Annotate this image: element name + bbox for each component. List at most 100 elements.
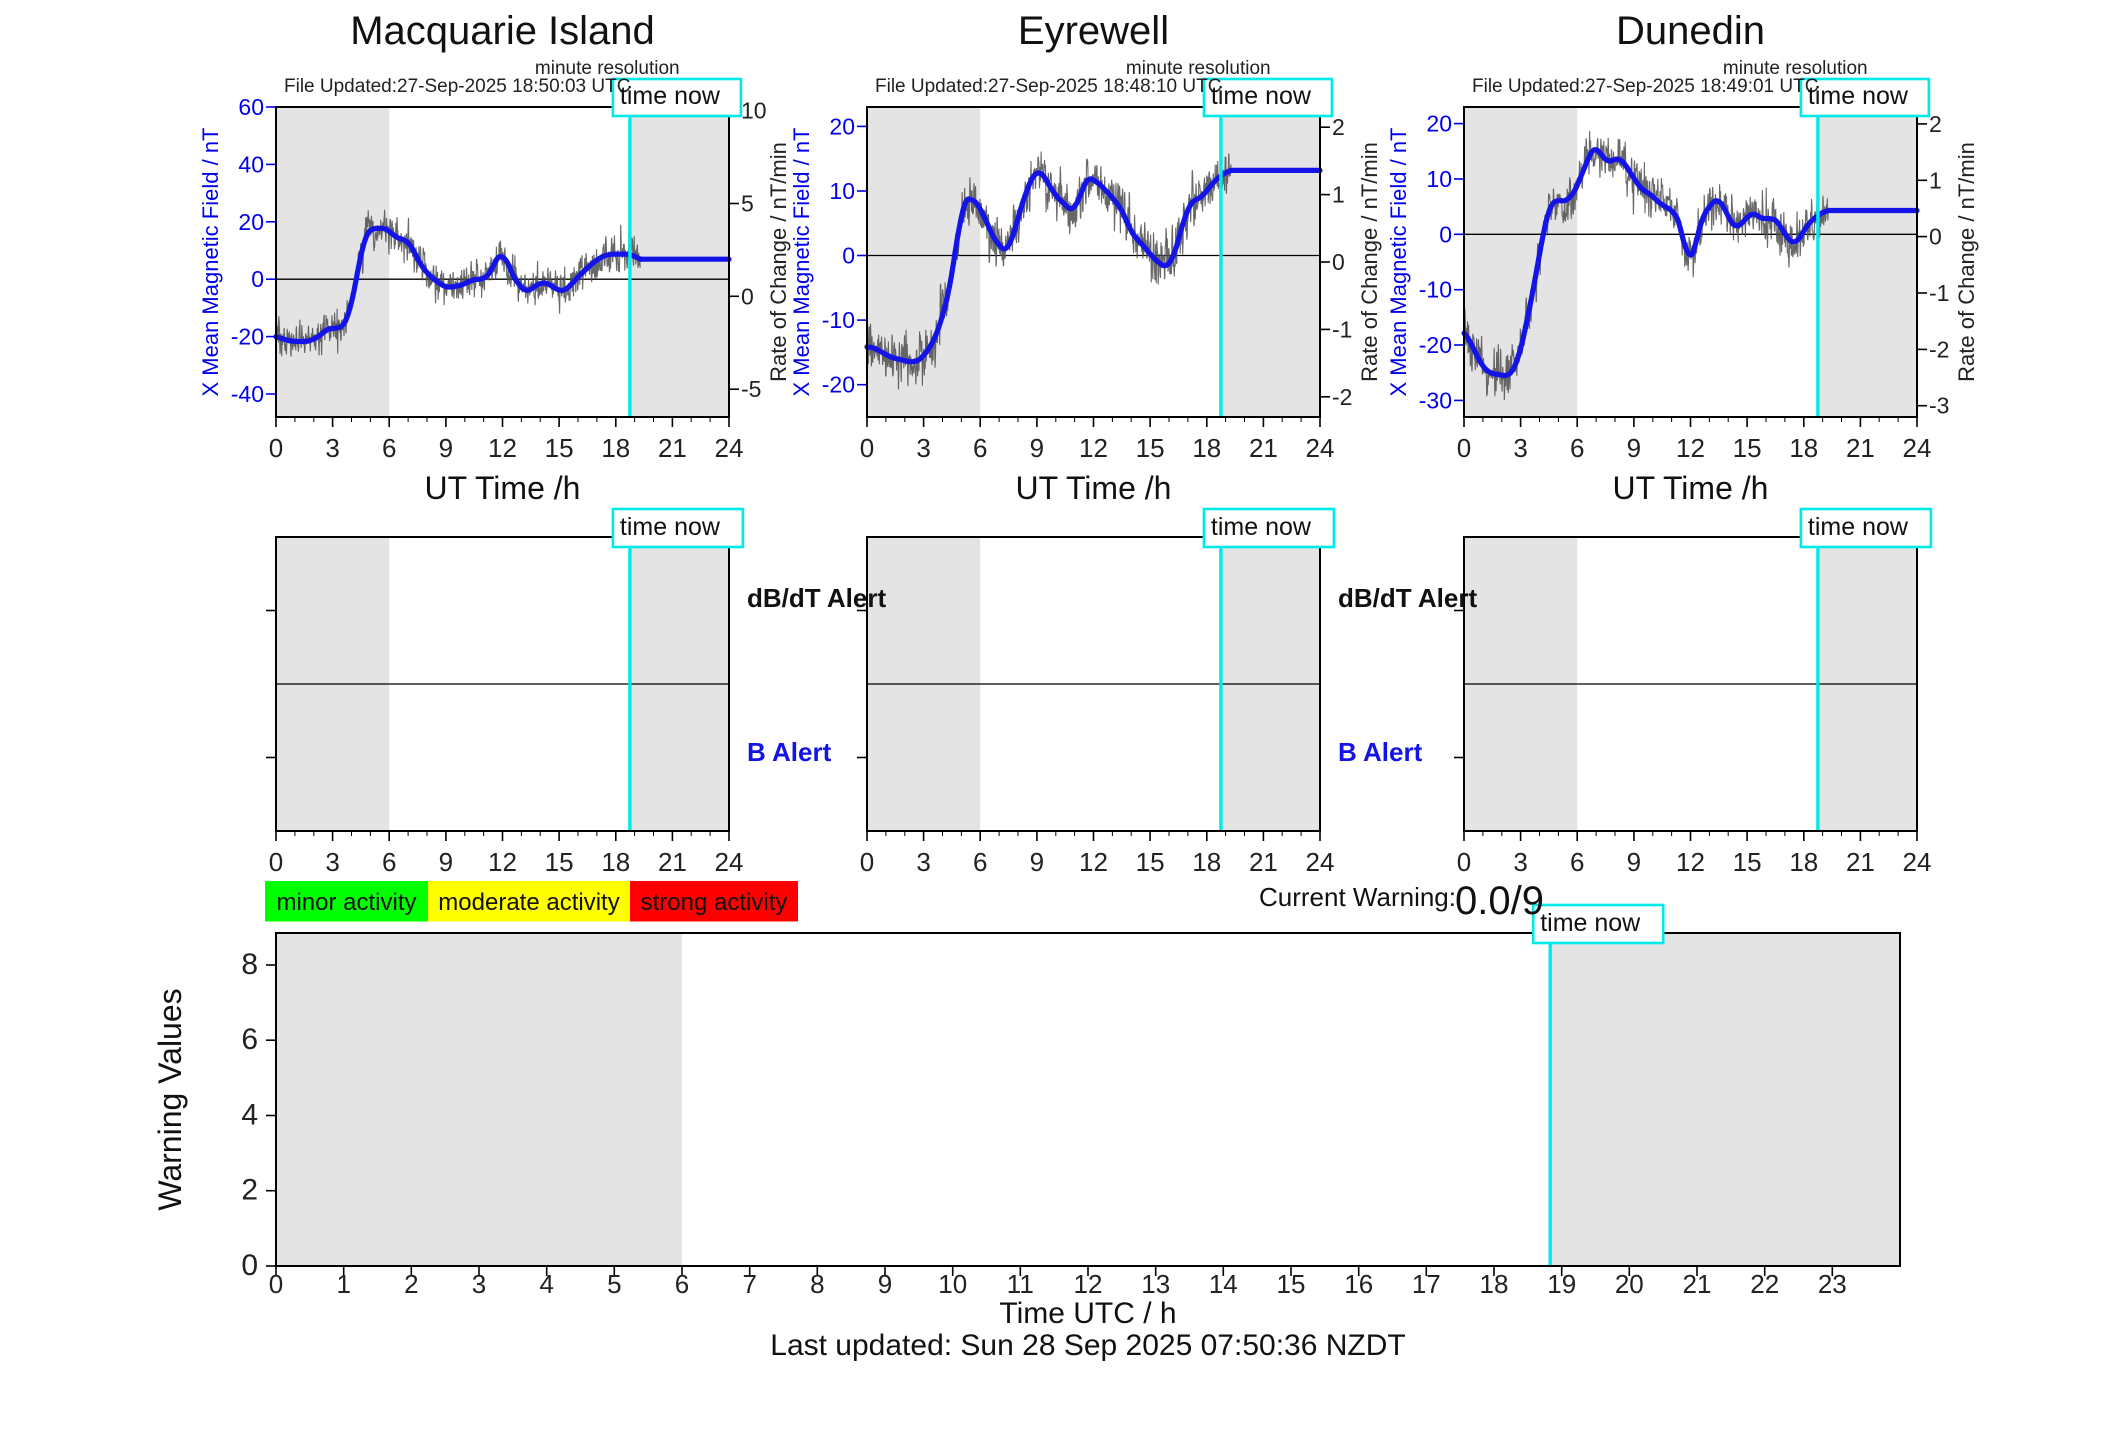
svg-text:X Mean Magnetic Field / nT: X Mean Magnetic Field / nT: [1386, 127, 1411, 396]
svg-text:-30: -30: [1419, 387, 1452, 413]
svg-text:15: 15: [545, 433, 574, 463]
svg-text:Rate of Change / nT/min: Rate of Change / nT/min: [766, 142, 791, 382]
svg-text:21: 21: [658, 847, 687, 877]
svg-text:15: 15: [1136, 847, 1165, 877]
svg-text:0: 0: [251, 266, 264, 292]
svg-text:2: 2: [404, 1269, 418, 1299]
svg-text:3: 3: [1513, 847, 1527, 877]
svg-text:time now: time now: [1211, 82, 1312, 110]
svg-text:minor activity: minor activity: [276, 889, 416, 916]
svg-text:-20: -20: [822, 372, 855, 398]
svg-text:18: 18: [1192, 433, 1221, 463]
svg-text:-2: -2: [1332, 384, 1352, 410]
svg-text:File Updated:27-Sep-2025 18:49: File Updated:27-Sep-2025 18:49:01 UTC: [1472, 76, 1818, 97]
svg-text:Rate of Change / nT/min: Rate of Change / nT/min: [1954, 142, 1979, 382]
svg-text:6: 6: [973, 433, 987, 463]
svg-text:24: 24: [1903, 433, 1932, 463]
svg-text:13: 13: [1141, 1269, 1170, 1299]
svg-text:21: 21: [1846, 433, 1875, 463]
svg-text:0: 0: [1929, 224, 1942, 250]
svg-text:1: 1: [1332, 182, 1345, 208]
svg-text:15: 15: [1277, 1269, 1306, 1299]
svg-text:dB/dT Alert: dB/dT Alert: [1338, 583, 1477, 613]
svg-text:21: 21: [658, 433, 687, 463]
svg-text:24: 24: [1306, 433, 1335, 463]
svg-text:X Mean Magnetic Field / nT: X Mean Magnetic Field / nT: [198, 127, 223, 396]
svg-text:minute resolution: minute resolution: [1723, 58, 1868, 79]
svg-text:0: 0: [1439, 221, 1452, 247]
svg-text:0: 0: [269, 847, 283, 877]
svg-text:22: 22: [1750, 1269, 1779, 1299]
svg-text:-3: -3: [1929, 393, 1949, 419]
svg-text:6: 6: [675, 1269, 689, 1299]
svg-text:5: 5: [607, 1269, 621, 1299]
svg-text:24: 24: [1306, 847, 1335, 877]
svg-text:12: 12: [488, 847, 517, 877]
svg-text:18: 18: [601, 847, 630, 877]
svg-text:-10: -10: [1419, 277, 1452, 303]
svg-text:10: 10: [938, 1269, 967, 1299]
svg-text:3: 3: [325, 847, 339, 877]
svg-text:UT Time /h: UT Time /h: [425, 470, 581, 506]
svg-text:3: 3: [916, 847, 930, 877]
svg-text:0: 0: [1457, 433, 1471, 463]
svg-text:12: 12: [1079, 847, 1108, 877]
svg-text:1: 1: [336, 1269, 350, 1299]
svg-text:4: 4: [241, 1099, 258, 1132]
svg-text:0: 0: [241, 1249, 258, 1282]
svg-text:21: 21: [1846, 847, 1875, 877]
svg-text:-1: -1: [1929, 280, 1949, 306]
svg-text:18: 18: [1192, 847, 1221, 877]
svg-text:7: 7: [742, 1269, 756, 1299]
svg-text:0: 0: [269, 433, 283, 463]
svg-text:Rate of Change / nT/min: Rate of Change / nT/min: [1357, 142, 1382, 382]
svg-text:12: 12: [1676, 433, 1705, 463]
svg-text:Macquarie Island: Macquarie Island: [350, 9, 655, 53]
svg-text:-5: -5: [741, 376, 761, 402]
svg-text:File Updated:27-Sep-2025 18:48: File Updated:27-Sep-2025 18:48:10 UTC: [875, 76, 1221, 97]
svg-text:16: 16: [1344, 1269, 1373, 1299]
svg-text:Time UTC / h: Time UTC / h: [999, 1297, 1176, 1330]
svg-text:15: 15: [545, 847, 574, 877]
svg-text:0: 0: [1457, 847, 1471, 877]
svg-text:-40: -40: [231, 381, 264, 407]
svg-text:-2: -2: [1929, 336, 1949, 362]
svg-text:3: 3: [325, 433, 339, 463]
svg-text:dB/dT Alert: dB/dT Alert: [747, 583, 886, 613]
svg-text:3: 3: [472, 1269, 486, 1299]
svg-text:1: 1: [1929, 167, 1942, 193]
svg-text:9: 9: [439, 847, 453, 877]
svg-text:11: 11: [1007, 1269, 1034, 1299]
svg-text:23: 23: [1818, 1269, 1847, 1299]
svg-text:15: 15: [1136, 433, 1165, 463]
svg-text:21: 21: [1249, 433, 1278, 463]
svg-text:9: 9: [439, 433, 453, 463]
svg-text:18: 18: [601, 433, 630, 463]
svg-text:9: 9: [1627, 847, 1641, 877]
svg-text:X Mean Magnetic Field / nT: X Mean Magnetic Field / nT: [789, 127, 814, 396]
svg-text:Last updated: Sun 28 Sep 2025: Last updated: Sun 28 Sep 2025 07:50:36 N…: [770, 1329, 1405, 1362]
svg-text:0: 0: [741, 283, 754, 309]
svg-text:time now: time now: [620, 82, 721, 110]
svg-text:2: 2: [241, 1174, 258, 1207]
svg-text:24: 24: [715, 847, 744, 877]
svg-text:10: 10: [829, 178, 855, 204]
svg-text:40: 40: [238, 151, 264, 177]
svg-text:14: 14: [1209, 1269, 1238, 1299]
svg-text:0: 0: [860, 433, 874, 463]
svg-text:time now: time now: [1808, 82, 1909, 110]
svg-text:18: 18: [1480, 1269, 1509, 1299]
svg-text:21: 21: [1249, 847, 1278, 877]
svg-text:2: 2: [1929, 111, 1942, 137]
svg-text:0: 0: [269, 1269, 283, 1299]
svg-text:12: 12: [1676, 847, 1705, 877]
svg-text:60: 60: [238, 94, 264, 120]
svg-text:9: 9: [1030, 847, 1044, 877]
svg-text:8: 8: [241, 948, 258, 981]
svg-text:24: 24: [1903, 847, 1932, 877]
svg-text:moderate activity: moderate activity: [438, 889, 619, 916]
svg-text:6: 6: [241, 1023, 258, 1056]
svg-text:-20: -20: [231, 324, 264, 350]
svg-text:21: 21: [1683, 1269, 1712, 1299]
svg-text:minute resolution: minute resolution: [1126, 58, 1271, 79]
